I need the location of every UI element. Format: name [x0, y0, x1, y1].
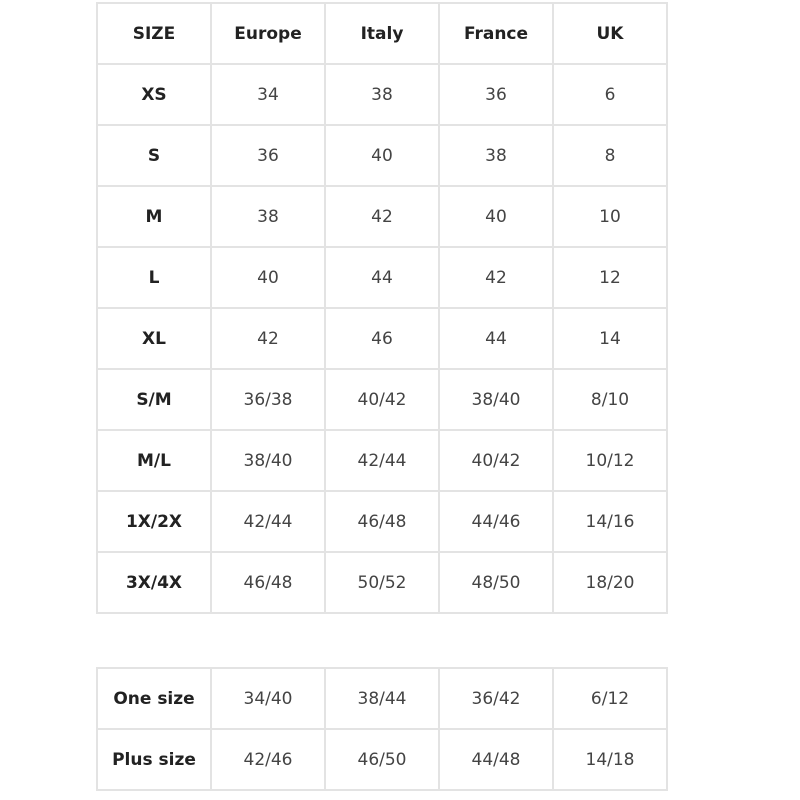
- size-value-cell: 6/12: [552, 667, 668, 730]
- size-value-cell: 14/16: [552, 490, 668, 553]
- size-value-cell: 36/38: [210, 368, 326, 431]
- size-value-cell: 40/42: [438, 429, 554, 492]
- table-row: XS 34 38 36 6: [96, 63, 668, 126]
- column-header: France: [438, 2, 554, 65]
- size-value-cell: 34/40: [210, 667, 326, 730]
- size-value-cell: 48/50: [438, 551, 554, 614]
- size-label-cell: S: [96, 124, 212, 187]
- size-label-cell: M/L: [96, 429, 212, 492]
- table-row: L 40 44 42 12: [96, 246, 668, 309]
- column-header: Europe: [210, 2, 326, 65]
- size-value-cell: 50/52: [324, 551, 440, 614]
- header-row: SIZE Europe Italy France UK: [96, 2, 668, 65]
- column-header: SIZE: [96, 2, 212, 65]
- size-value-cell: 42/44: [210, 490, 326, 553]
- size-value-cell: 46/48: [210, 551, 326, 614]
- table-row: M/L 38/40 42/44 40/42 10/12: [96, 429, 668, 492]
- size-value-cell: 42: [324, 185, 440, 248]
- size-value-cell: 36/42: [438, 667, 554, 730]
- table-row: S 36 40 38 8: [96, 124, 668, 187]
- size-value-cell: 38/40: [438, 368, 554, 431]
- table-row: One size 34/40 38/44 36/42 6/12: [96, 667, 668, 730]
- size-value-cell: 6: [552, 63, 668, 126]
- size-value-cell: 42/46: [210, 728, 326, 791]
- size-value-cell: 38: [438, 124, 554, 187]
- size-value-cell: 12: [552, 246, 668, 309]
- size-value-cell: 44: [324, 246, 440, 309]
- size-value-cell: 40/42: [324, 368, 440, 431]
- size-value-cell: 46: [324, 307, 440, 370]
- size-value-cell: 46/48: [324, 490, 440, 553]
- size-value-cell: 8/10: [552, 368, 668, 431]
- size-label-cell: XL: [96, 307, 212, 370]
- size-value-cell: 14: [552, 307, 668, 370]
- size-value-cell: 40: [438, 185, 554, 248]
- size-value-cell: 38: [210, 185, 326, 248]
- size-value-cell: 44: [438, 307, 554, 370]
- size-value-cell: 38/40: [210, 429, 326, 492]
- size-label-cell: 3X/4X: [96, 551, 212, 614]
- size-value-cell: 42/44: [324, 429, 440, 492]
- size-value-cell: 42: [438, 246, 554, 309]
- size-value-cell: 44/46: [438, 490, 554, 553]
- special-size-table: One size 34/40 38/44 36/42 6/12 Plus size 42/4…: [96, 667, 668, 791]
- table-row: Plus size 42/46 46/50 44/48 14/18: [96, 728, 668, 791]
- size-value-cell: 8: [552, 124, 668, 187]
- size-value-cell: 40: [324, 124, 440, 187]
- size-value-cell: 10/12: [552, 429, 668, 492]
- size-value-cell: 46/50: [324, 728, 440, 791]
- size-value-cell: 10: [552, 185, 668, 248]
- size-label-cell: 1X/2X: [96, 490, 212, 553]
- column-header: UK: [552, 2, 668, 65]
- table-row: 1X/2X 42/44 46/48 44/46 14/16: [96, 490, 668, 553]
- size-value-cell: 44/48: [438, 728, 554, 791]
- size-value-cell: 42: [210, 307, 326, 370]
- size-value-cell: 34: [210, 63, 326, 126]
- size-value-cell: 14/18: [552, 728, 668, 791]
- size-label-cell: M: [96, 185, 212, 248]
- table-row: M 38 42 40 10: [96, 185, 668, 248]
- column-header: Italy: [324, 2, 440, 65]
- size-label-cell: One size: [96, 667, 212, 730]
- size-chart-table: SIZE Europe Italy France UK XS 34 38 36 6 S 36 40 38…: [96, 2, 668, 614]
- size-value-cell: 36: [210, 124, 326, 187]
- table-row: S/M 36/38 40/42 38/40 8/10: [96, 368, 668, 431]
- size-label-cell: XS: [96, 63, 212, 126]
- size-value-cell: 36: [438, 63, 554, 126]
- size-label-cell: L: [96, 246, 212, 309]
- size-value-cell: 38: [324, 63, 440, 126]
- size-value-cell: 18/20: [552, 551, 668, 614]
- table-row: 3X/4X 46/48 50/52 48/50 18/20: [96, 551, 668, 614]
- size-label-cell: S/M: [96, 368, 212, 431]
- table-row: XL 42 46 44 14: [96, 307, 668, 370]
- size-value-cell: 40: [210, 246, 326, 309]
- size-value-cell: 38/44: [324, 667, 440, 730]
- size-label-cell: Plus size: [96, 728, 212, 791]
